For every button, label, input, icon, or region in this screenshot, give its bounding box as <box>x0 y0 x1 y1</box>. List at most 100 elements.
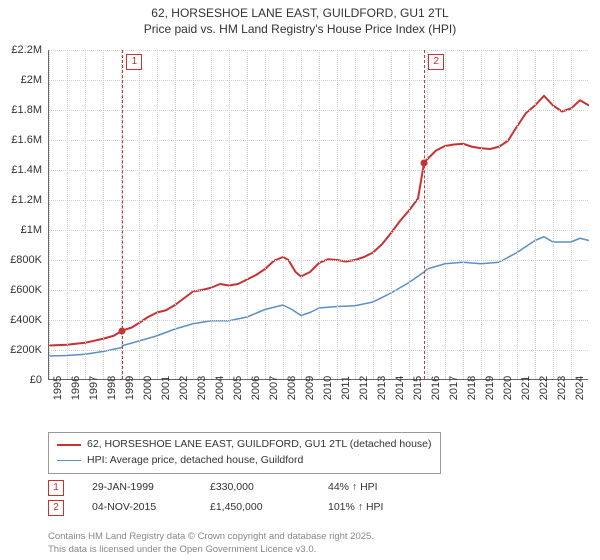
chart-title-line1: 62, HORSESHOE LANE EAST, GUILDFORD, GU1 … <box>0 0 600 22</box>
gridline-v <box>427 50 428 379</box>
event-marker <box>119 327 126 334</box>
xtick-label: 2018 <box>466 376 478 400</box>
xtick-label: 2012 <box>358 376 370 400</box>
gridline-v <box>265 50 266 379</box>
xtick-label: 2008 <box>286 376 298 400</box>
legend-swatch-1 <box>57 460 81 461</box>
event-price-1: £330,000 <box>210 478 300 498</box>
gridline-v <box>103 50 104 379</box>
xtick-label: 2019 <box>484 376 496 400</box>
gridline-v <box>49 50 50 379</box>
chart-title-line2: Price paid vs. HM Land Registry's House … <box>0 22 600 38</box>
footer-line2: This data is licensed under the Open Gov… <box>48 544 374 556</box>
gridline-v <box>247 50 248 379</box>
ytick-label: £2.2M <box>11 44 42 56</box>
gridline-v <box>373 50 374 379</box>
gridline-v <box>157 50 158 379</box>
legend-row-1: HPI: Average price, detached house, Guil… <box>57 453 432 469</box>
gridline-v <box>319 50 320 379</box>
plot-wrap: 12 £0£200K£400K£600K£800K£1M£1.2M£1.4M£1… <box>0 40 600 420</box>
gridline-v <box>517 50 518 379</box>
legend-label-0: 62, HORSESHOE LANE EAST, GUILDFORD, GU1 … <box>87 437 432 453</box>
xtick-label: 2016 <box>430 376 442 400</box>
xtick-label: 2011 <box>340 376 352 400</box>
xtick-label: 2022 <box>538 376 550 400</box>
ytick-label: £2M <box>21 74 42 86</box>
gridline-v <box>229 50 230 379</box>
xtick-label: 2003 <box>196 376 208 400</box>
event-hpi-1: 44% ↑ HPI <box>328 478 418 498</box>
legend-box: 62, HORSESHOE LANE EAST, GUILDFORD, GU1 … <box>48 432 441 474</box>
gridline-v <box>283 50 284 379</box>
footer: Contains HM Land Registry data © Crown c… <box>48 531 374 556</box>
ytick-label: £1.6M <box>11 134 42 146</box>
xtick-label: 2010 <box>322 376 334 400</box>
xtick-label: 2005 <box>232 376 244 400</box>
gridline-v <box>499 50 500 379</box>
chart-container: 62, HORSESHOE LANE EAST, GUILDFORD, GU1 … <box>0 0 600 560</box>
gridline-v <box>337 50 338 379</box>
event-marker <box>421 159 428 166</box>
ytick-label: £400K <box>10 314 42 326</box>
gridline-v <box>193 50 194 379</box>
xtick-label: 1997 <box>88 376 100 400</box>
gridline-v <box>553 50 554 379</box>
ytick-label: £1.2M <box>11 194 42 206</box>
ytick-label: £1M <box>21 224 42 236</box>
xtick-label: 2000 <box>142 376 154 400</box>
xtick-label: 2009 <box>304 376 316 400</box>
event-badge: 2 <box>428 54 444 70</box>
event-hpi-2: 101% ↑ HPI <box>328 498 418 518</box>
xtick-label: 2006 <box>250 376 262 400</box>
ytick-label: £600K <box>10 284 42 296</box>
xtick-label: 2007 <box>268 376 280 400</box>
gridline-v <box>211 50 212 379</box>
event-date-1: 29-JAN-1999 <box>92 478 182 498</box>
xtick-label: 2021 <box>520 376 532 400</box>
xtick-label: 2013 <box>376 376 388 400</box>
xtick-label: 2015 <box>412 376 424 400</box>
xtick-label: 2020 <box>502 376 514 400</box>
plot-area: 12 <box>48 50 588 380</box>
xtick-label: 1995 <box>52 376 64 400</box>
gridline-v <box>175 50 176 379</box>
gridline-v <box>445 50 446 379</box>
legend-label-1: HPI: Average price, detached house, Guil… <box>87 453 303 469</box>
ytick-label: £800K <box>10 254 42 266</box>
legend-row-0: 62, HORSESHOE LANE EAST, GUILDFORD, GU1 … <box>57 437 432 453</box>
gridline-v <box>571 50 572 379</box>
gridline-v <box>67 50 68 379</box>
gridline-v <box>463 50 464 379</box>
xtick-label: 2002 <box>178 376 190 400</box>
ytick-label: £1.8M <box>11 104 42 116</box>
footer-line1: Contains HM Land Registry data © Crown c… <box>48 531 374 543</box>
xtick-label: 2017 <box>448 376 460 400</box>
event-line <box>424 50 425 379</box>
events-table: 1 29-JAN-1999 £330,000 44% ↑ HPI 2 04-NO… <box>48 478 418 518</box>
event-badge-2: 2 <box>48 500 64 516</box>
xtick-label: 2001 <box>160 376 172 400</box>
gridline-v <box>391 50 392 379</box>
ytick-label: £0 <box>30 374 42 386</box>
xtick-label: 1999 <box>124 376 136 400</box>
gridline-v <box>355 50 356 379</box>
xtick-label: 2014 <box>394 376 406 400</box>
event-price-2: £1,450,000 <box>210 498 300 518</box>
gridline-v <box>481 50 482 379</box>
xtick-label: 2004 <box>214 376 226 400</box>
legend-swatch-0 <box>57 444 81 446</box>
xtick-label: 2023 <box>556 376 568 400</box>
xtick-label: 1996 <box>70 376 82 400</box>
events-row-0: 1 29-JAN-1999 £330,000 44% ↑ HPI <box>48 478 418 498</box>
gridline-v <box>139 50 140 379</box>
xtick-label: 1998 <box>106 376 118 400</box>
gridline-v <box>85 50 86 379</box>
event-date-2: 04-NOV-2015 <box>92 498 182 518</box>
xtick-label: 2024 <box>574 376 586 400</box>
events-row-1: 2 04-NOV-2015 £1,450,000 101% ↑ HPI <box>48 498 418 518</box>
gridline-v <box>409 50 410 379</box>
gridline-v <box>301 50 302 379</box>
event-badge: 1 <box>126 54 142 70</box>
ytick-label: £200K <box>10 344 42 356</box>
event-badge-1: 1 <box>48 480 64 496</box>
